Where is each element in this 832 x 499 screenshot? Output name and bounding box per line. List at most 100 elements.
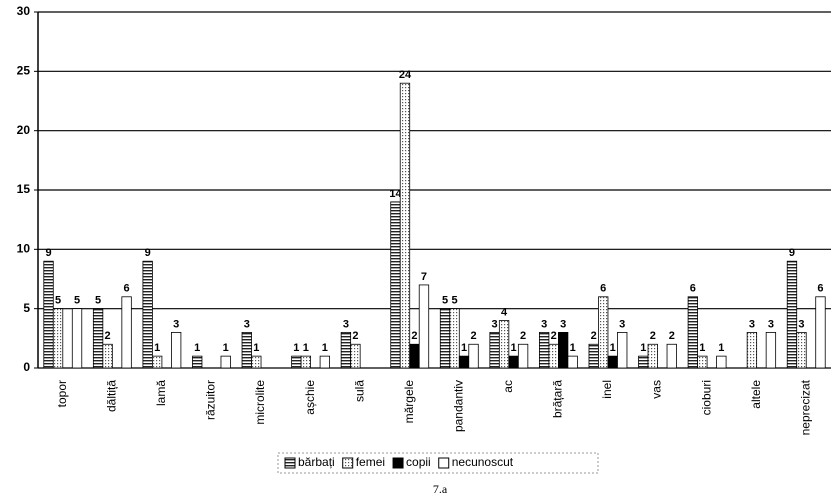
value-label: 1: [194, 342, 200, 354]
bar: [418, 284, 430, 369]
value-label: 3: [492, 318, 498, 330]
value-label: 1: [293, 342, 299, 354]
value-label: 1: [699, 342, 705, 354]
value-label: 6: [817, 283, 823, 295]
bar: [558, 331, 569, 369]
value-label: 3: [244, 318, 250, 330]
y-tick-label: 20: [17, 123, 31, 137]
value-label: 2: [551, 330, 557, 342]
legend-swatch: [438, 457, 450, 469]
bar: [786, 260, 798, 369]
bar: [647, 343, 658, 369]
x-tick-label: răzuitor: [204, 380, 218, 420]
value-label: 6: [124, 283, 130, 295]
x-tick-label: neprecizat: [798, 379, 812, 435]
value-label: 1: [511, 342, 517, 354]
bar: [340, 331, 352, 369]
legend-frame: [277, 452, 599, 474]
value-label: 2: [650, 330, 656, 342]
x-tick-label: topor: [55, 380, 69, 407]
value-label: 2: [470, 330, 476, 342]
value-label: 1: [303, 342, 309, 354]
x-tick-label: cioburi: [699, 380, 713, 415]
bar: [508, 355, 519, 369]
bar: [300, 355, 311, 369]
value-label: 1: [461, 342, 467, 354]
value-label: 1: [570, 342, 576, 354]
value-label: 1: [154, 342, 160, 354]
bar: [152, 355, 163, 369]
value-label: 2: [520, 330, 526, 342]
bar: [548, 343, 559, 369]
y-tick-label: 30: [17, 4, 31, 18]
bar: [468, 343, 479, 369]
bar: [171, 331, 182, 369]
bar: [697, 355, 708, 369]
y-tick-label: 10: [17, 242, 31, 256]
bar: [319, 355, 330, 369]
bar: [220, 355, 231, 369]
value-label: 3: [768, 318, 774, 330]
bar: [666, 343, 677, 369]
value-label: 3: [749, 318, 755, 330]
bar: [390, 201, 401, 369]
value-label: 5: [442, 295, 448, 307]
bar: [142, 260, 153, 369]
value-label: 9: [145, 247, 151, 259]
bar: [498, 320, 510, 369]
value-label: 6: [600, 283, 606, 295]
value-label: 1: [322, 342, 328, 354]
value-label: 9: [789, 247, 795, 259]
value-label: 2: [352, 330, 358, 342]
bar: [291, 355, 302, 369]
x-tick-label: mărgele: [402, 380, 416, 424]
bar: [746, 331, 758, 369]
x-tick-label: sulă: [352, 380, 366, 402]
bar: [489, 331, 500, 369]
value-label: 3: [343, 318, 349, 330]
bar: [439, 308, 451, 369]
bar: [716, 355, 727, 369]
value-label: 1: [610, 342, 616, 354]
y-tick-label: 0: [23, 360, 30, 374]
bar: [121, 296, 132, 369]
legend-label: bărbați: [298, 455, 335, 469]
bar: [567, 355, 578, 369]
value-label: 6: [690, 283, 696, 295]
x-tick-label: inel: [600, 380, 614, 399]
value-label: 9: [45, 247, 51, 259]
value-label: 1: [718, 342, 724, 354]
legend-swatch: [284, 457, 296, 469]
bar: [102, 343, 113, 369]
value-label: 3: [798, 318, 804, 330]
legend-swatch: [392, 457, 404, 469]
value-label: 2: [105, 330, 111, 342]
value-label: 2: [411, 330, 417, 342]
bar: [539, 331, 550, 369]
value-label: 3: [619, 318, 625, 330]
value-label: 4: [501, 306, 508, 318]
bar: [458, 355, 470, 369]
bar: [588, 343, 599, 369]
bar: [52, 308, 64, 369]
y-tick-label: 25: [17, 64, 31, 78]
bar: [607, 355, 618, 369]
bar: [638, 355, 649, 369]
bar: [192, 355, 203, 369]
legend-label: copii: [406, 455, 431, 469]
bar: [617, 331, 628, 369]
x-tick-label: pandantiv: [451, 380, 465, 432]
x-tick-label: vas: [650, 380, 664, 399]
value-label: 2: [591, 330, 597, 342]
x-tick-label: așchie: [303, 380, 317, 415]
value-label: 1: [223, 342, 229, 354]
legend-swatch: [342, 457, 354, 469]
x-tick-label: ac: [501, 380, 515, 393]
value-label: 1: [253, 342, 259, 354]
value-label: 5: [95, 295, 101, 307]
y-tick-label: 15: [17, 182, 31, 196]
x-tick-label: lamă: [154, 380, 168, 406]
x-tick-label: microlite: [253, 380, 267, 425]
value-label: 5: [74, 295, 80, 307]
